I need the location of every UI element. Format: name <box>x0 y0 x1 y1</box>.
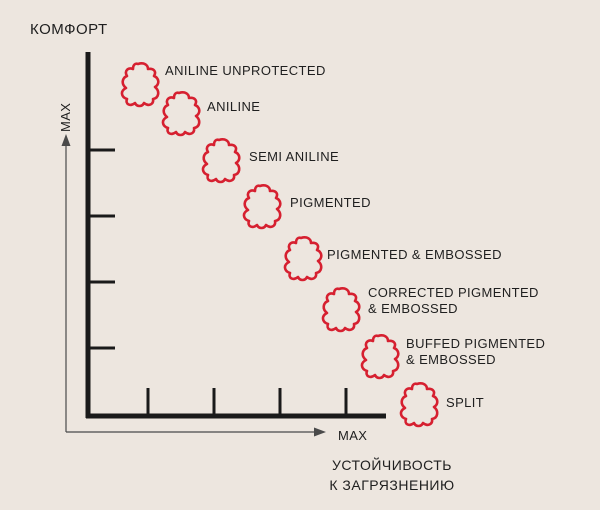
y-arrow-head <box>61 134 71 146</box>
x-axis-ticks <box>146 388 348 416</box>
y-axis-max-label: MAX <box>58 102 73 132</box>
x-axis-max-label: MAX <box>338 428 368 443</box>
x-axis-title: УСТОЙЧИВОСТЬ К ЗАГРЯЗНЕНИЮ <box>292 455 492 495</box>
y-axis-title: КОМФОРТ <box>30 21 108 38</box>
item-label-line1: BUFFED PIGMENTED <box>406 336 546 351</box>
item-label: ANILINE UNPROTECTED <box>165 63 326 78</box>
leather-hide-icon <box>120 62 160 108</box>
item-label-line2: & EMBOSSED <box>406 352 496 367</box>
leather-hide-icon <box>360 334 400 380</box>
x-axis-title-line2: К ЗАГРЯЗНЕНИЮ <box>329 477 455 493</box>
leather-hide-icon <box>283 236 323 282</box>
x-axis-title-line1: УСТОЙЧИВОСТЬ <box>332 457 452 473</box>
x-arrow-head <box>314 427 326 437</box>
item-label: PIGMENTED & EMBOSSED <box>327 247 502 262</box>
item-label: CORRECTED PIGMENTED & EMBOSSED <box>368 285 539 317</box>
arrow-axes <box>65 140 318 433</box>
y-axis-ticks <box>88 148 115 350</box>
item-label-line2: & EMBOSSED <box>368 301 458 316</box>
leather-hide-icon <box>399 382 439 428</box>
leather-hide-icon <box>161 91 201 137</box>
leather-hide-icon <box>201 138 241 184</box>
leather-hide-icon <box>242 184 282 230</box>
item-label: SPLIT <box>446 395 485 410</box>
item-label-line1: CORRECTED PIGMENTED <box>368 285 539 300</box>
item-label: PIGMENTED <box>290 195 371 210</box>
item-label: ANILINE <box>207 99 261 114</box>
leather-hide-icon <box>321 287 361 333</box>
item-label: SEMI ANILINE <box>249 149 340 164</box>
item-label: BUFFED PIGMENTED & EMBOSSED <box>406 336 545 368</box>
